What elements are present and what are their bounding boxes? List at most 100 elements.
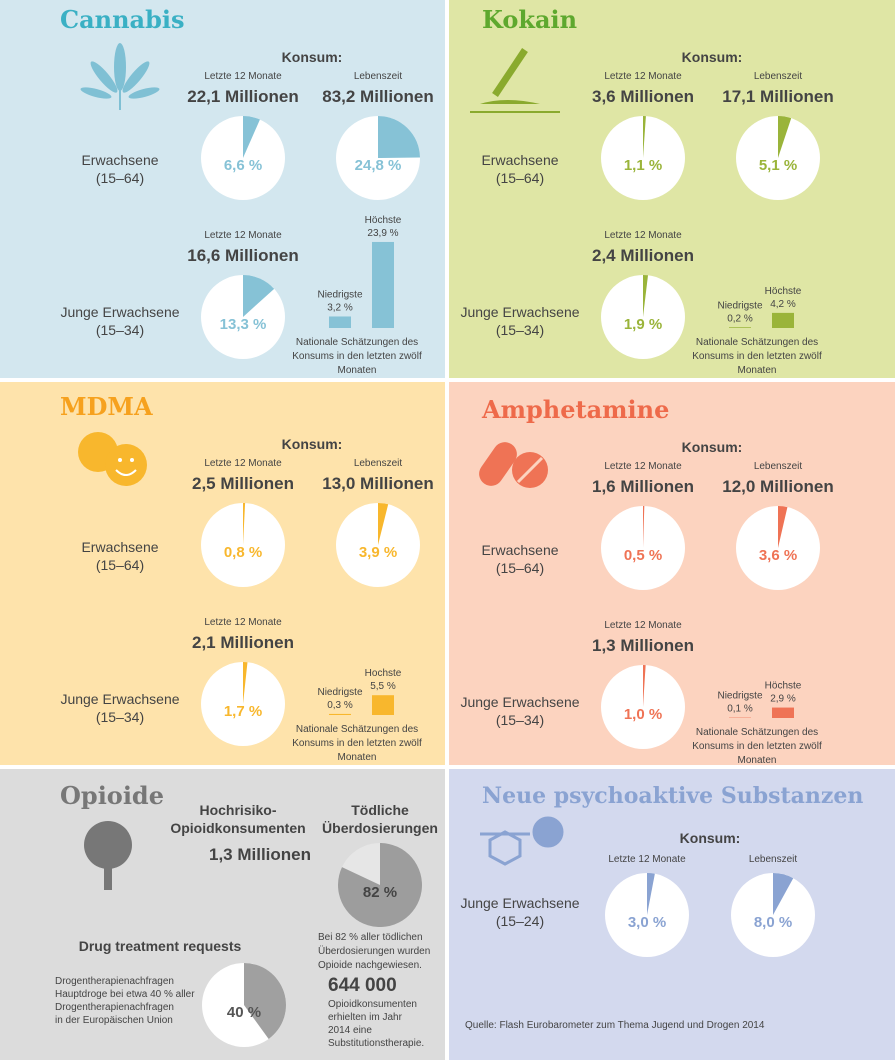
pie-slice xyxy=(337,843,422,927)
panel-title: MDMA xyxy=(60,392,153,421)
user-count: 3,6 Millionen xyxy=(592,87,694,106)
group-label: Opioidkonsumenten xyxy=(170,820,305,836)
panel-title: Kokain xyxy=(482,5,577,34)
panel-title: Opioide xyxy=(60,781,164,810)
pie-slice xyxy=(778,506,788,548)
bar-value: 2,9 % xyxy=(770,694,796,705)
bar-value: 0,1 % xyxy=(727,704,753,715)
note: 2014 eine xyxy=(328,1025,372,1036)
bar-value: 3,2 % xyxy=(327,302,353,313)
age-label: (15–34) xyxy=(496,712,544,728)
pie-label: 1,9 % xyxy=(624,316,662,333)
period-label: Lebenszeit xyxy=(754,71,803,82)
national-bar xyxy=(729,327,751,328)
mdma-icon xyxy=(78,432,147,486)
note: Substitutionstherapie. xyxy=(328,1038,424,1049)
caption: Nationale Schätzungen des xyxy=(296,724,418,735)
national-bar xyxy=(329,316,351,328)
user-count: 2,5 Millionen xyxy=(192,474,294,493)
pie-label: 0,8 % xyxy=(224,544,262,561)
icons xyxy=(78,43,564,890)
national-bar xyxy=(372,241,394,328)
pie-label: 3,6 % xyxy=(759,547,797,564)
group-label: Junge Erwachsene xyxy=(460,694,579,710)
section-title: Drug treatment requests xyxy=(79,938,242,954)
note: Drogentherapienachfragen xyxy=(55,976,174,987)
source: Quelle: Flash Eurobarometer zum Thema Ju… xyxy=(465,1020,765,1031)
bar-value: 5,5 % xyxy=(370,681,396,692)
pie-slice xyxy=(643,116,646,158)
pie-label: 13,3 % xyxy=(220,316,267,333)
pie-label: 3,0 % xyxy=(628,914,666,931)
caption: Monaten xyxy=(338,752,377,763)
caption: Monaten xyxy=(338,365,377,376)
consumption-heading: Konsum: xyxy=(282,49,343,65)
period-label: Lebenszeit xyxy=(354,458,403,469)
period-label: Letzte 12 Monate xyxy=(604,461,682,472)
bar-label: Höchste xyxy=(765,681,802,692)
age-label: (15–34) xyxy=(96,709,144,725)
panel-title: Neue psychoaktive Substanzen xyxy=(482,783,863,809)
group-label: Überdosierungen xyxy=(322,820,438,836)
group-label: Erwachsene xyxy=(81,539,158,555)
amphetamine-icon xyxy=(479,442,548,488)
pie-label: 0,5 % xyxy=(624,547,662,564)
bar-label: Höchste xyxy=(365,215,402,226)
pie-slice xyxy=(647,873,655,915)
note: Drogentherapienachfragen xyxy=(55,1002,174,1013)
note: in der Europäischen Union xyxy=(55,1015,173,1026)
group-label: Erwachsene xyxy=(481,152,558,168)
opioid-icon xyxy=(84,821,132,890)
pie-label: 1,7 % xyxy=(224,703,262,720)
note: Überdosierungen wurden xyxy=(318,945,430,957)
caption: Nationale Schätzungen des xyxy=(696,727,818,738)
bar-value: 23,9 % xyxy=(367,228,398,239)
pie-slice xyxy=(244,963,287,1039)
bar-label: Niedrigste xyxy=(317,289,362,300)
pie-label: 82 % xyxy=(363,884,397,901)
caption: Nationale Schätzungen des xyxy=(696,337,818,348)
user-count: 16,6 Millionen xyxy=(187,246,298,265)
caption: Konsums in den letzten zwölf xyxy=(692,351,822,362)
user-count: 83,2 Millionen xyxy=(322,87,433,106)
bar-label: Höchste xyxy=(765,286,802,297)
group-label: Junge Erwachsene xyxy=(460,304,579,320)
nps-icon xyxy=(480,816,564,866)
note: Opioidkonsumenten xyxy=(328,999,417,1010)
cocaine-icon xyxy=(470,48,560,113)
bar-label: Niedrigste xyxy=(717,691,762,702)
period-label: Lebenszeit xyxy=(754,461,803,472)
period-label: Letzte 12 Monate xyxy=(608,854,686,865)
age-label: (15–34) xyxy=(496,322,544,338)
bar-label: Niedrigste xyxy=(717,300,762,311)
age-label: (15–64) xyxy=(496,170,544,186)
note: Bei 82 % aller tödlichen xyxy=(318,932,423,943)
consumption-heading: Konsum: xyxy=(680,830,741,846)
user-count: 13,0 Millionen xyxy=(322,474,433,493)
bar-label: Niedrigste xyxy=(317,687,362,698)
user-count: 2,4 Millionen xyxy=(592,246,694,265)
national-bar xyxy=(372,695,394,715)
age-label: (15–64) xyxy=(96,557,144,573)
pie-label: 1,1 % xyxy=(624,157,662,174)
caption: Konsums in den letzten zwölf xyxy=(292,738,422,749)
bar-label: Hochste xyxy=(365,668,402,679)
note: Opioide nachgewiesen. xyxy=(318,960,422,971)
pie-slice xyxy=(378,116,420,158)
note: Hauptdroge bei etwa 40 % aller xyxy=(55,989,195,1000)
pie-slice xyxy=(243,503,246,545)
user-count: 2,1 Millionen xyxy=(192,633,294,652)
consumption-heading: Konsum: xyxy=(282,436,343,452)
pie-label: 24,8 % xyxy=(355,157,402,174)
user-count: 644 000 xyxy=(328,975,397,996)
consumption-heading: Konsum: xyxy=(682,439,743,455)
group-label: Hochrisiko- xyxy=(199,802,276,818)
pie-label: 8,0 % xyxy=(754,914,792,931)
caption: Konsums in den letzten zwölf xyxy=(292,351,422,362)
pie-slice xyxy=(243,275,275,317)
period-label: Lebenszeit xyxy=(749,854,798,865)
panel-title: Amphetamine xyxy=(481,395,669,424)
consumption-heading: Konsum: xyxy=(682,49,743,65)
caption: Monaten xyxy=(738,365,777,376)
